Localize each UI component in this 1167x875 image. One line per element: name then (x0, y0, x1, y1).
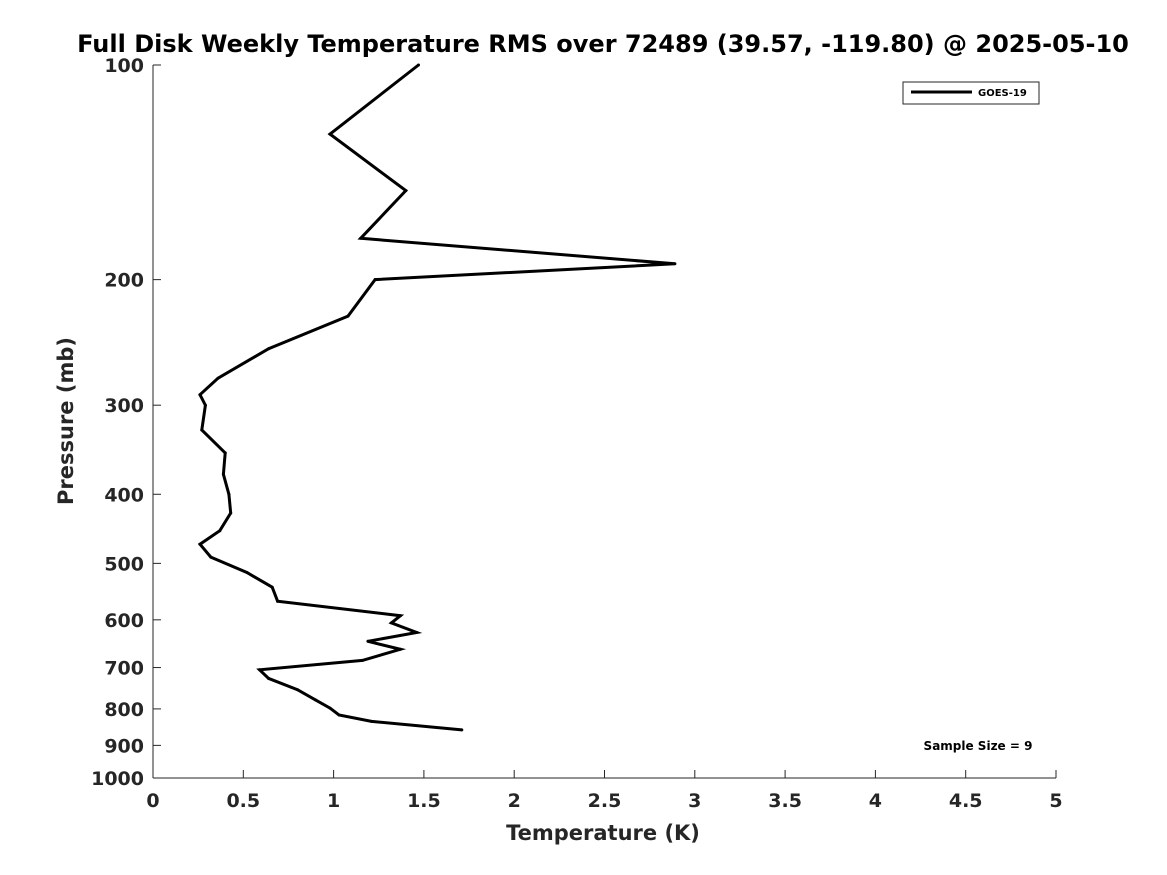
y-tick-label: 200 (104, 270, 144, 292)
data-point (216, 376, 220, 380)
data-point (359, 236, 363, 240)
y-axis-label: Pressure (mb) (54, 337, 78, 505)
data-point (203, 403, 207, 407)
data-point (267, 347, 271, 351)
data-point (460, 728, 464, 732)
x-tick-label: 2.5 (588, 790, 622, 812)
data-point (398, 614, 402, 618)
data-point (370, 719, 373, 723)
series-line-goes-19 (197, 63, 676, 732)
data-point (245, 571, 249, 574)
data-point (276, 599, 280, 603)
data-point (218, 529, 222, 533)
x-axis: 0 0.5 1 1.5 2 2.5 3 3.5 4 4.5 5 (146, 770, 1063, 812)
x-tick-label: 0 (146, 790, 159, 812)
data-point (221, 472, 225, 476)
x-tick-label: 4 (869, 790, 882, 812)
data-point (258, 668, 262, 672)
y-tick-label: 500 (104, 553, 144, 575)
data-point (227, 492, 231, 496)
x-axis-label: Temperature (K) (506, 821, 700, 845)
data-point (389, 621, 393, 625)
legend: GOES-19 (902, 81, 1040, 105)
sample-size-annotation: Sample Size = 9 (924, 739, 1033, 753)
data-point (296, 688, 299, 692)
x-tick-label: 5 (1049, 790, 1062, 812)
data-point (337, 713, 341, 717)
data-point (229, 511, 233, 515)
legend-label: GOES-19 (978, 88, 1027, 99)
y-tick-label: 800 (104, 699, 144, 721)
y-axis: 100 200 300 400 500 600 700 800 900 1000 (91, 55, 161, 790)
data-point (270, 585, 274, 589)
data-point (673, 262, 677, 266)
x-tick-label: 1 (327, 790, 340, 812)
data-point (198, 542, 202, 546)
data-point (415, 631, 419, 634)
data-point (200, 428, 204, 432)
data-point (314, 698, 317, 702)
series-points (198, 63, 677, 732)
x-tick-label: 3.5 (768, 790, 802, 812)
y-tick-label: 600 (104, 610, 144, 632)
y-tick-label: 100 (104, 55, 144, 77)
data-point (328, 706, 332, 710)
y-tick-label: 900 (104, 735, 144, 757)
data-point (346, 314, 350, 318)
data-point (209, 555, 213, 559)
data-point (398, 647, 402, 651)
y-tick-label: 700 (104, 658, 144, 680)
x-tick-label: 0.5 (226, 790, 260, 812)
data-point (417, 63, 420, 67)
x-tick-label: 3 (688, 790, 701, 812)
x-tick-label: 1.5 (407, 790, 441, 812)
chart-title: Full Disk Weekly Temperature RMS over 72… (77, 30, 1129, 58)
x-tick-label: 4.5 (949, 790, 983, 812)
plot-area (153, 65, 1056, 778)
data-point (404, 189, 408, 193)
data-point (198, 393, 202, 397)
y-tick-label: 1000 (91, 768, 144, 790)
data-point (267, 676, 271, 680)
data-point (328, 132, 332, 136)
data-point (373, 278, 377, 282)
data-point (366, 639, 370, 643)
y-tick-label: 300 (104, 395, 144, 417)
y-tick-label: 400 (104, 484, 144, 506)
x-tick-label: 2 (508, 790, 521, 812)
data-point (223, 451, 227, 455)
data-point (361, 658, 364, 662)
